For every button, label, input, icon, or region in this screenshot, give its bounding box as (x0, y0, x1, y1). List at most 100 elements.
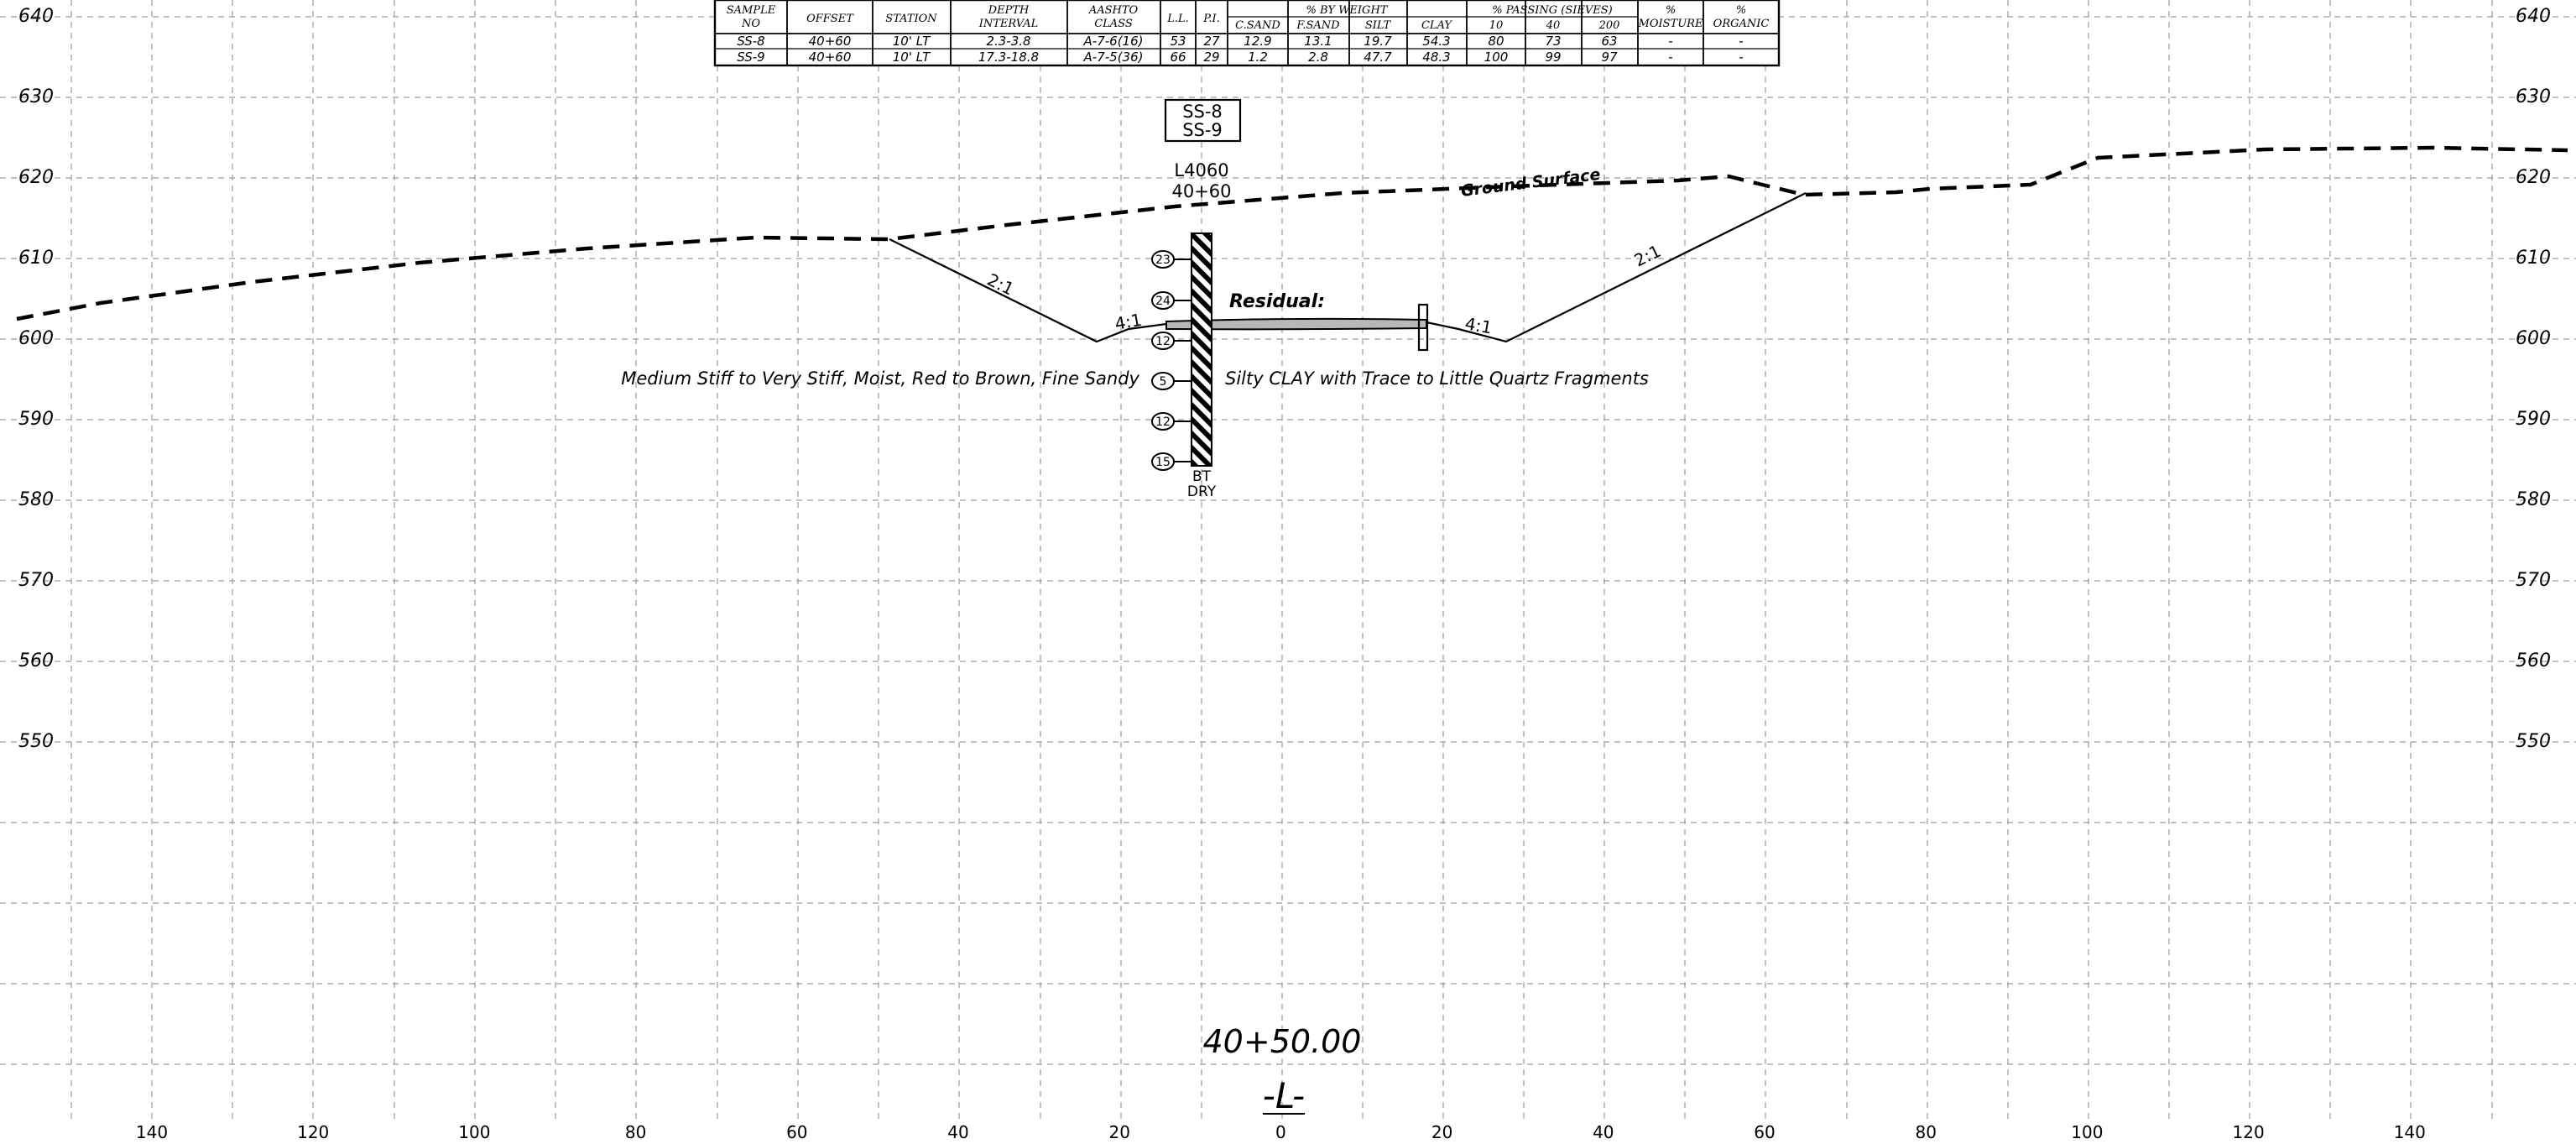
table-header-cell: OFFSET (806, 13, 854, 25)
table-cell: 17.3-18.8 (978, 50, 1039, 65)
table-header-cell: INTERVAL (978, 18, 1039, 30)
table-header-cell: 200 (1598, 19, 1620, 32)
table-cell: 73 (1545, 34, 1561, 49)
elevation-label-right: 580 (2516, 489, 2551, 510)
blow-counts: 23 24 12 5 12 15 (1151, 250, 1192, 471)
elevation-label-left: 610 (18, 248, 54, 269)
table-header-cell: 10 (1489, 19, 1504, 32)
table-header-cell: % PASSING (SIEVES) (1492, 4, 1613, 17)
table-header-cell: NO (741, 18, 760, 30)
blow-count-value: 12 (1155, 335, 1171, 348)
offset-label: 20 (1431, 1122, 1452, 1142)
table-cell: - (1668, 50, 1672, 65)
table-cell: 66 (1170, 50, 1186, 65)
table-cell: 2.3-3.8 (986, 34, 1030, 49)
table-cell: 19.7 (1364, 34, 1392, 49)
elevation-label-right: 620 (2516, 167, 2551, 188)
table-header-cell: % (1736, 4, 1746, 17)
table-header-cell: F.SAND (1296, 19, 1340, 32)
elevation-label-right: 600 (2516, 328, 2551, 349)
offset-label: 40 (1593, 1122, 1614, 1142)
elevation-label-left: 550 (18, 731, 54, 752)
elevation-label-right: 610 (2516, 248, 2551, 269)
table-header-cell: L.L. (1166, 13, 1189, 25)
offset-label: 100 (458, 1122, 490, 1142)
table-cell: 47.7 (1364, 50, 1392, 65)
offset-label: 100 (2071, 1122, 2103, 1142)
boring-column (1191, 232, 1212, 467)
sample-box-line-2: SS-9 (1182, 120, 1223, 140)
table-header-cell: STATION (885, 13, 937, 25)
sample-box (1164, 98, 1242, 143)
table-header-cell: MOISTURE (1638, 18, 1703, 30)
table-cell: 80 (1488, 34, 1504, 49)
table-cell: - (1739, 34, 1743, 49)
elevation-label-left: 580 (18, 489, 54, 510)
elevation-labels-right: 640 630 620 610 600 590 580 570 560 550 (2516, 6, 2551, 752)
table-header-cell: ORGANIC (1713, 18, 1770, 30)
grid (0, 0, 2576, 1120)
elevation-label-left: 570 (18, 570, 54, 591)
offset-label: 20 (1108, 1122, 1129, 1142)
elevation-label-right: 550 (2516, 731, 2551, 752)
table-header-cell: SAMPLE (727, 4, 776, 17)
table-header-cell: SILT (1365, 19, 1392, 32)
blow-count-value: 15 (1155, 456, 1171, 469)
boring-station: 40+60 (1171, 181, 1231, 201)
offset-label: 120 (297, 1122, 329, 1142)
ground-surface-label: Ground Surface (1460, 165, 1602, 201)
table-header-cell: 40 (1546, 19, 1561, 32)
table-cell: SS-8 (737, 34, 764, 49)
table-cell: 12.9 (1244, 34, 1271, 49)
table-header-cell: CLASS (1094, 18, 1133, 30)
table-cell: 1.2 (1248, 50, 1268, 65)
table-cell: 100 (1484, 50, 1509, 65)
table-header-cell: DEPTH (988, 4, 1030, 17)
elevation-label-left: 560 (18, 650, 54, 671)
table-cell: - (1739, 50, 1743, 65)
elevation-label-right: 560 (2516, 650, 2551, 671)
offset-label: 80 (1915, 1122, 1936, 1142)
elevation-label-right: 630 (2516, 86, 2551, 107)
table-header-cell: C.SAND (1235, 19, 1280, 32)
offset-label: 140 (2394, 1122, 2426, 1142)
table-cell: 99 (1545, 50, 1561, 65)
elevation-label-right: 640 (2516, 6, 2551, 27)
table-cell: A-7-5(36) (1083, 50, 1144, 65)
elevation-label-right: 570 (2516, 570, 2551, 591)
table-cell: 48.3 (1422, 50, 1450, 65)
table-header-cell: % (1666, 4, 1676, 17)
shoulder-marker (1417, 303, 1429, 352)
offset-label: 60 (1754, 1122, 1775, 1142)
slope-label-right-inner: 4:1 (1463, 313, 1494, 337)
table-cell: 53 (1170, 34, 1186, 49)
elevation-label-left: 600 (18, 328, 54, 349)
table-cell: 2.8 (1308, 50, 1328, 65)
blow-count-value: 12 (1155, 415, 1171, 429)
table-header-cell: % BY WEIGHT (1306, 4, 1389, 17)
table-cell: 27 (1203, 34, 1220, 49)
table-cell: SS-9 (737, 50, 764, 65)
table-header-cell: AASHTO (1088, 4, 1139, 17)
elevation-labels-left: 640 630 620 610 600 590 580 570 560 550 (18, 6, 54, 752)
table-header-cell: P.I. (1202, 13, 1220, 25)
elevation-label-left: 630 (18, 86, 54, 107)
boring-id: L4060 (1174, 160, 1228, 180)
table-cell: 10' LT (893, 50, 931, 65)
offset-label: 140 (136, 1122, 168, 1142)
offset-label: 40 (947, 1122, 968, 1142)
table-cell: 29 (1203, 50, 1219, 65)
soil-description-right: Silty CLAY with Trace to Little Quartz F… (1225, 368, 1649, 389)
table-cell: 10' LT (893, 34, 931, 49)
blow-count-value: 24 (1155, 295, 1171, 308)
blow-count-value: 5 (1160, 375, 1167, 389)
elevation-label-left: 590 (18, 409, 54, 430)
blow-count-value: 23 (1155, 253, 1171, 267)
boring-bottom-label: BT (1192, 468, 1212, 485)
offset-label: 80 (625, 1122, 646, 1142)
offset-label: 0 (1275, 1122, 1286, 1142)
ground-surface-line (16, 145, 2568, 321)
table-cell: 97 (1601, 50, 1618, 65)
